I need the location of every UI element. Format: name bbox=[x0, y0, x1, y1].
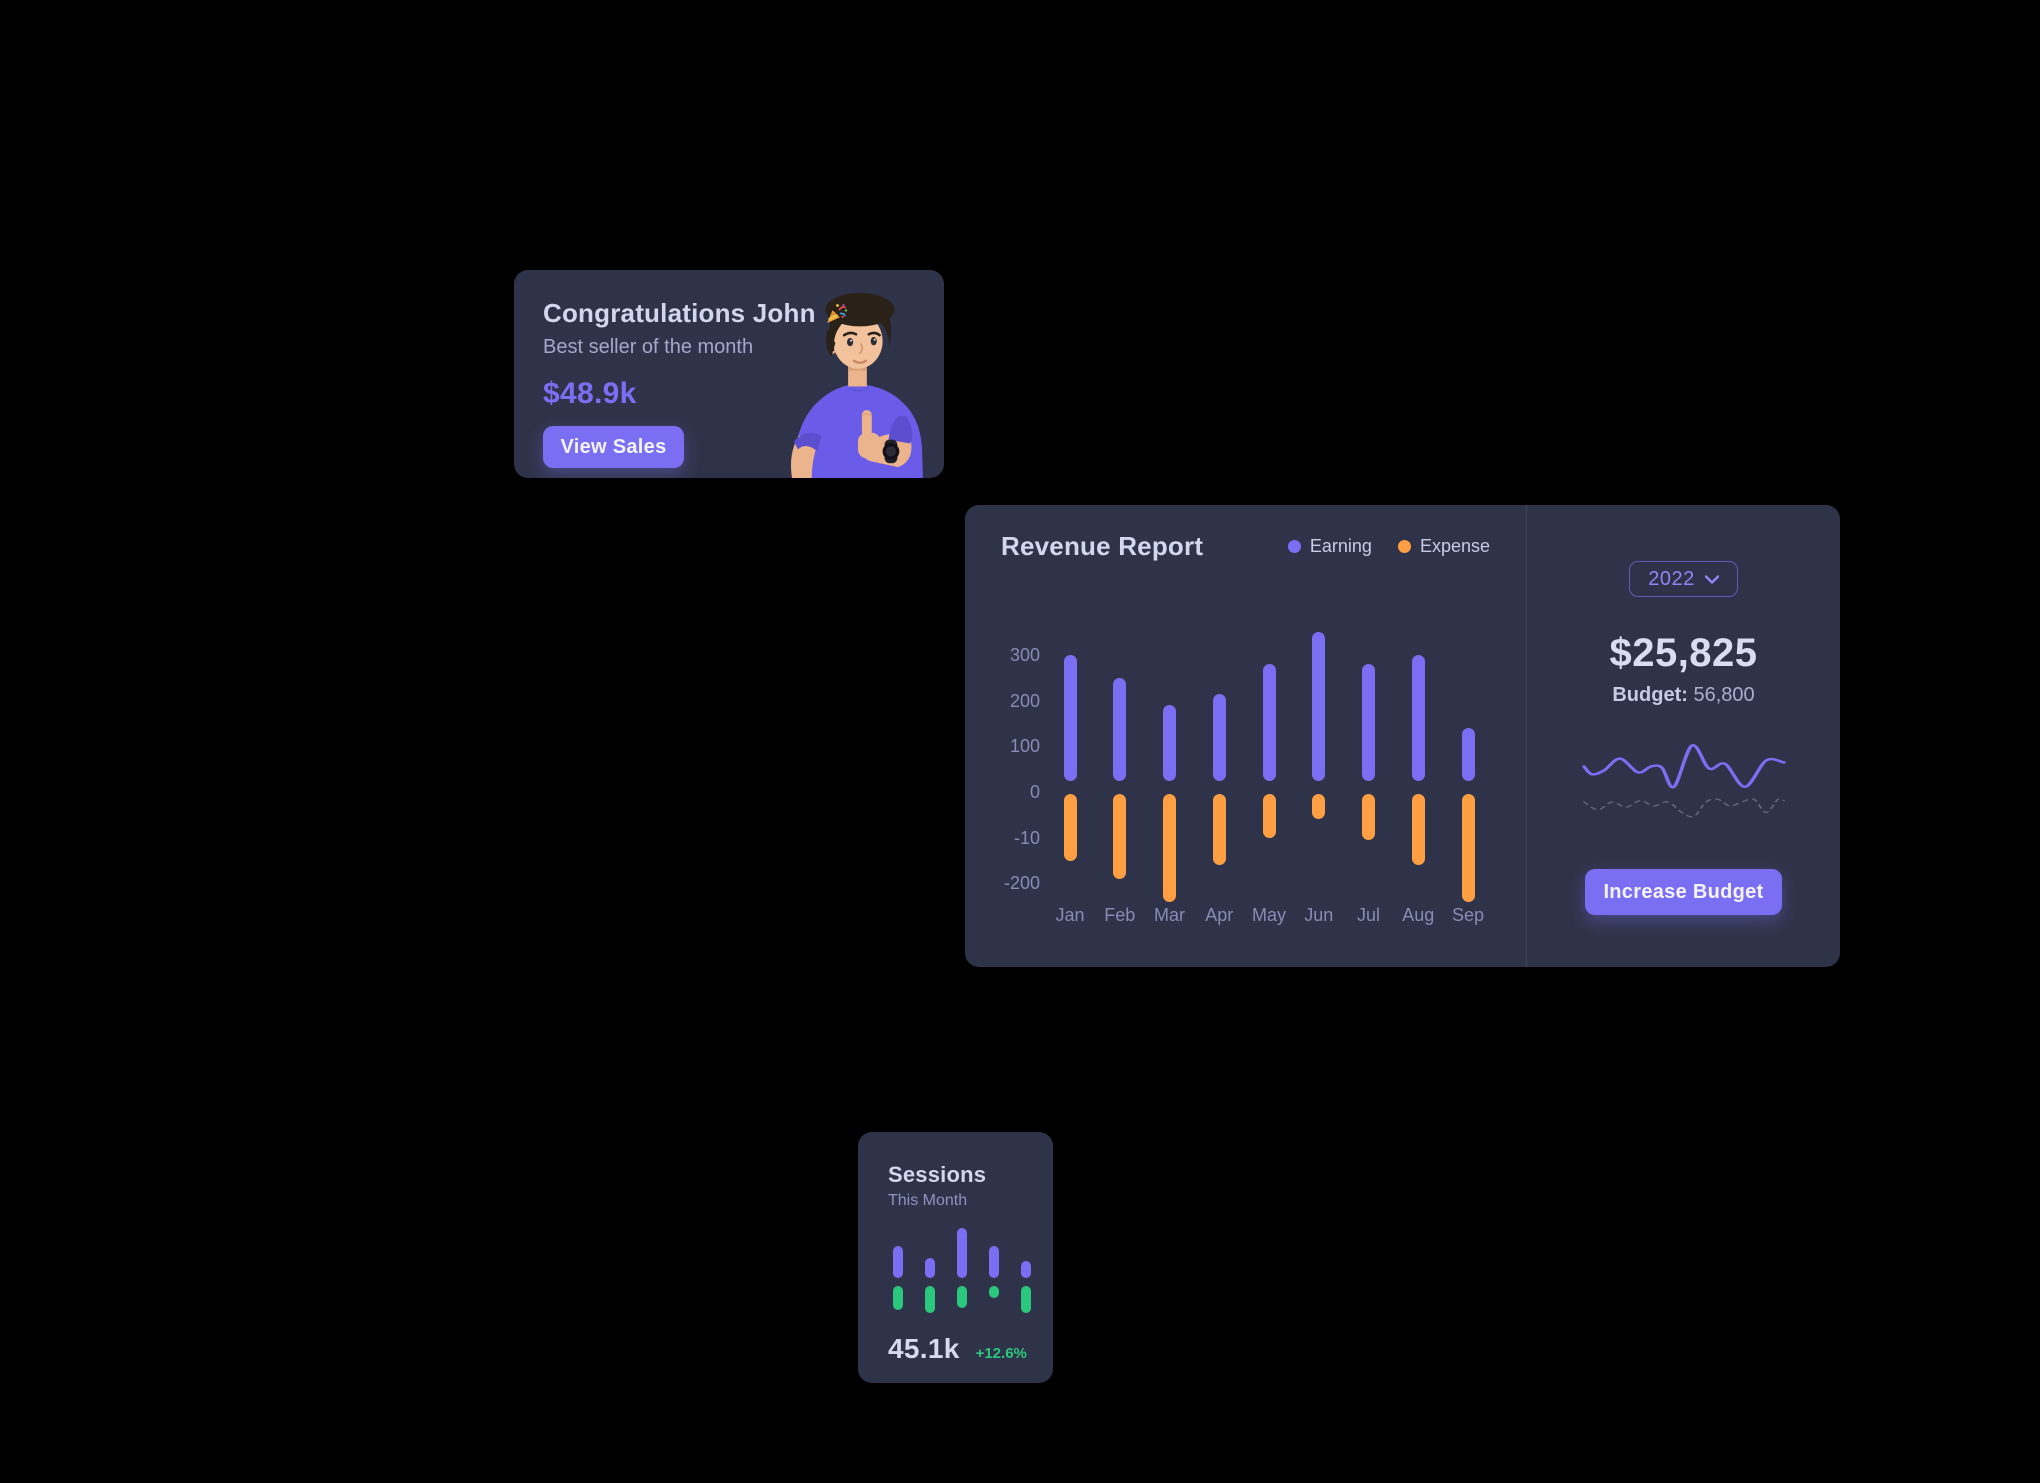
x-axis-label: Sep bbox=[1451, 905, 1485, 925]
sessions-mini-chart bbox=[888, 1220, 1031, 1315]
bar-earning bbox=[1212, 693, 1226, 781]
bar-earning bbox=[1113, 677, 1127, 781]
bar-earning bbox=[1262, 664, 1276, 781]
x-axis-label: Feb bbox=[1104, 905, 1136, 925]
y-axis-tick: 200 bbox=[1009, 690, 1040, 711]
sessions-bar-bottom bbox=[989, 1286, 999, 1298]
sessions-title: Sessions bbox=[888, 1162, 987, 1187]
earning-dot bbox=[1287, 540, 1301, 553]
bar-expense bbox=[1362, 794, 1375, 840]
john-illustration bbox=[790, 292, 923, 478]
bar-earning bbox=[1362, 664, 1375, 781]
bar-expense bbox=[1113, 794, 1127, 879]
y-axis-tick: 0 bbox=[1029, 782, 1040, 802]
bar-earning bbox=[1312, 632, 1326, 781]
bar-expense bbox=[1461, 794, 1475, 902]
year-dropdown-value: 2022 bbox=[1648, 567, 1695, 590]
chart-legend: Earning Expense bbox=[1287, 536, 1490, 557]
legend-expense-label: Expense bbox=[1419, 536, 1490, 556]
x-axis-label: Jan bbox=[1055, 905, 1085, 925]
sessions-bar-top bbox=[989, 1246, 999, 1278]
budget-sparkline bbox=[1581, 744, 1786, 818]
x-axis-label: Jun bbox=[1304, 905, 1334, 925]
budget-value: 56,800 bbox=[1693, 684, 1755, 706]
sessions-bar-bottom bbox=[925, 1286, 935, 1313]
bar-expense bbox=[1411, 794, 1425, 866]
revenue-bar-chart: 300 200 100 0 -10 -200 Jan Feb Mar Apr May Jun Jul Au… bbox=[1000, 625, 1484, 935]
congrats-card: Congratulations John Best seller of the … bbox=[514, 270, 944, 478]
bar-expense bbox=[1063, 794, 1077, 861]
bar-expense bbox=[1212, 794, 1226, 866]
party-popper-icon bbox=[826, 303, 847, 323]
bar-earning bbox=[1163, 705, 1176, 781]
bar-earning bbox=[1063, 654, 1077, 781]
view-sales-button[interactable]: View Sales bbox=[543, 426, 684, 468]
sessions-bar-top bbox=[893, 1246, 903, 1278]
bar-expense bbox=[1312, 794, 1326, 820]
sessions-bar-top bbox=[925, 1258, 935, 1278]
vertical-divider bbox=[1526, 505, 1527, 967]
revenue-card: Revenue Report Earning Expense 300 200 100… bbox=[965, 505, 1840, 967]
expense-dot bbox=[1397, 540, 1411, 553]
sessions-bar-bottom bbox=[893, 1286, 903, 1310]
sessions-bar-bottom bbox=[957, 1286, 967, 1308]
legend-earning[interactable]: Earning bbox=[1287, 536, 1372, 557]
bar-expense bbox=[1163, 794, 1176, 902]
y-axis-tick: -200 bbox=[1003, 873, 1040, 894]
bar-earning bbox=[1461, 728, 1475, 781]
bar-expense bbox=[1262, 794, 1276, 838]
increase-budget-button[interactable]: Increase Budget bbox=[1585, 869, 1782, 915]
budget-label: Budget: bbox=[1612, 684, 1688, 706]
sessions-value: 45.1k bbox=[888, 1333, 960, 1364]
x-axis-label: Apr bbox=[1205, 905, 1234, 925]
y-axis-tick: 100 bbox=[1009, 736, 1040, 757]
chevron-down-icon bbox=[1704, 574, 1719, 584]
year-dropdown[interactable]: 2022 bbox=[1629, 561, 1738, 597]
y-axis-tick: -10 bbox=[1013, 827, 1040, 848]
x-axis-label: Mar bbox=[1154, 905, 1185, 925]
x-axis-label: Aug bbox=[1402, 905, 1435, 925]
budget-line: Budget: 56,800 bbox=[1612, 684, 1754, 707]
sessions-bar-bottom bbox=[1021, 1286, 1031, 1313]
legend-earning-label: Earning bbox=[1309, 536, 1372, 556]
sessions-card: Sessions This Month 45.1k +12.6% bbox=[858, 1132, 1053, 1383]
revenue-report-title: Revenue Report bbox=[1001, 531, 1204, 561]
sessions-bar-top bbox=[1021, 1261, 1031, 1278]
sessions-subtitle: This Month bbox=[888, 1192, 968, 1209]
x-axis-label: May bbox=[1251, 905, 1286, 925]
congrats-subtitle: Best seller of the month bbox=[543, 336, 754, 358]
y-axis-tick: 300 bbox=[1009, 644, 1040, 665]
total-earnings-value: $25,825 bbox=[1609, 631, 1758, 675]
x-axis-label: Jul bbox=[1356, 905, 1380, 925]
bar-earning bbox=[1411, 654, 1425, 781]
sessions-bar-top bbox=[957, 1228, 967, 1278]
congrats-amount: $48.9k bbox=[543, 377, 637, 410]
legend-expense[interactable]: Expense bbox=[1397, 536, 1490, 557]
congrats-title: Congratulations John bbox=[543, 298, 816, 328]
sessions-change: +12.6% bbox=[975, 1345, 1027, 1362]
